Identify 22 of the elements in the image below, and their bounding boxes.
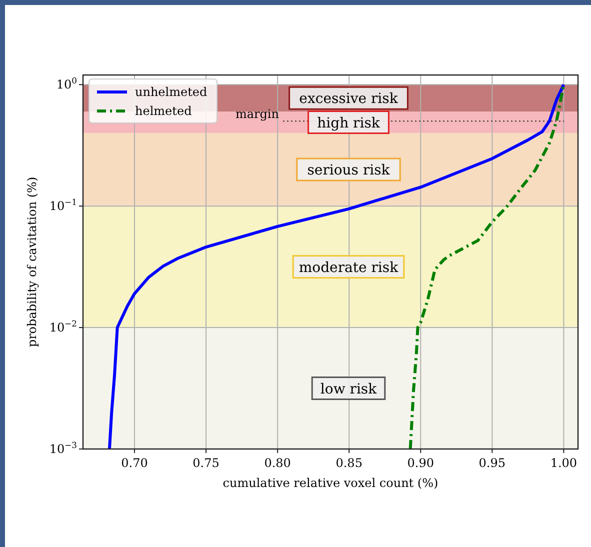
band-label: high risk	[317, 115, 380, 132]
y-tick-label: 10$^{−3}$	[49, 440, 77, 456]
band-label: moderate risk	[298, 260, 399, 276]
band-label: serious risk	[307, 162, 390, 179]
x-tick-label: 0.80	[264, 456, 291, 470]
x-tick-label: 0.95	[478, 456, 506, 470]
y-tick-label: 10$^{−2}$	[49, 318, 77, 335]
ref-line-label: margin	[235, 107, 280, 122]
x-tick-label: 1.00	[550, 456, 578, 470]
legend-label: helmeted	[135, 104, 192, 118]
x-tick-label: 0.85	[336, 456, 362, 470]
x-tick-label: 0.75	[192, 456, 220, 470]
x-tick-label: 0.70	[121, 456, 148, 470]
line-series	[108, 83, 566, 449]
band-label: excessive risk	[299, 91, 398, 108]
legend-label: unhelmeted	[135, 85, 208, 99]
y-tick-label: 10$^{−1}$	[49, 197, 77, 214]
x-axis-title: cumulative relative voxel count (%)	[222, 476, 438, 490]
band-label: low risk	[320, 381, 378, 398]
x-tick-label: 0.90	[407, 456, 434, 470]
y-axis-title: probability of cavitation (%)	[25, 176, 39, 348]
y-tick-label: 10$^{0}$	[56, 76, 77, 92]
